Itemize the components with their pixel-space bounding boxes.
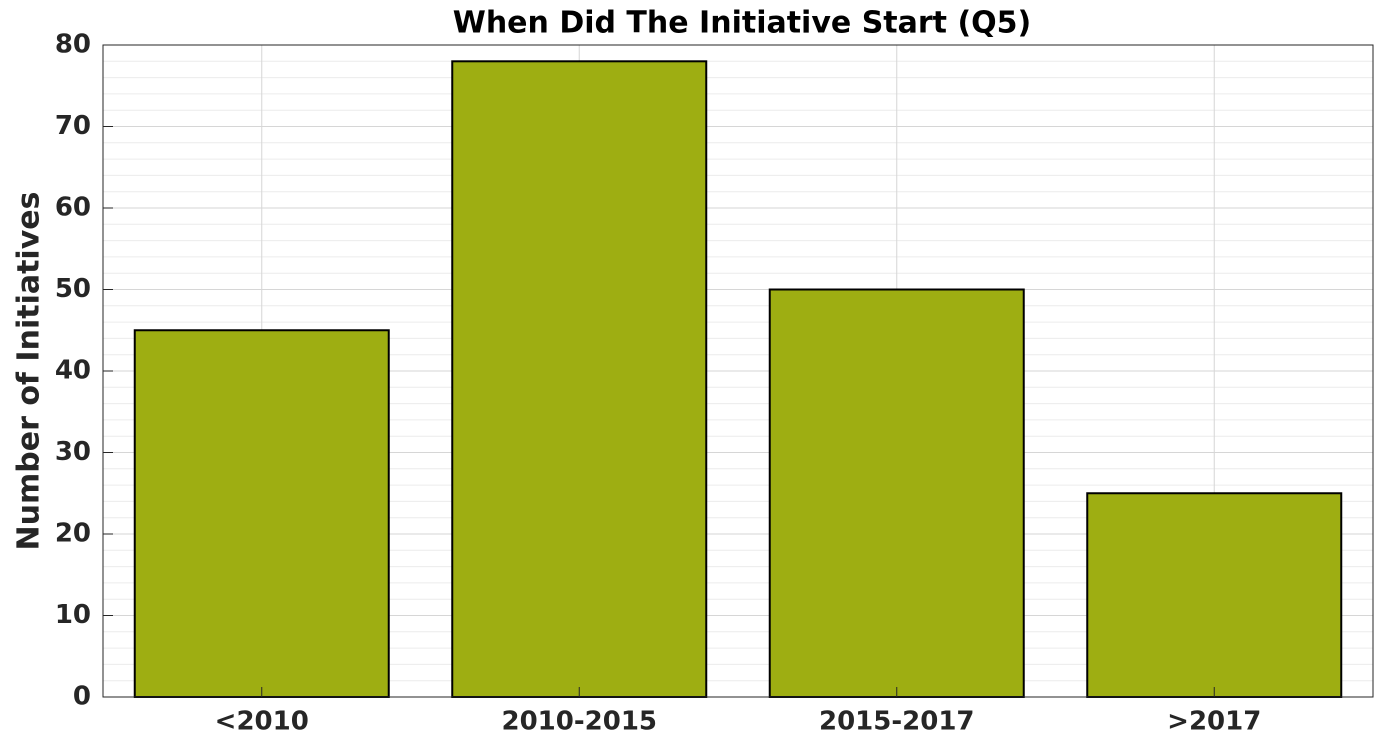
- y-tick-label: 80: [55, 30, 91, 60]
- x-tick-label: 2010-2015: [501, 707, 657, 737]
- bar: [1086, 492, 1343, 698]
- y-tick-label: 30: [55, 437, 91, 467]
- x-tick-label: >2017: [1167, 707, 1261, 737]
- axes-box: [102, 44, 1374, 698]
- y-tick-label: 20: [55, 519, 91, 549]
- bar: [451, 60, 708, 699]
- y-axis-label: Number of Initiatives: [12, 192, 47, 551]
- y-tick-label: 60: [55, 193, 91, 223]
- chart-title: When Did The Initiative Start (Q5): [453, 6, 1032, 41]
- bar: [133, 329, 390, 698]
- y-tick-label: 70: [55, 111, 91, 141]
- y-tick-label: 50: [55, 274, 91, 304]
- bar: [768, 288, 1025, 698]
- x-tick-label: <2010: [215, 707, 309, 737]
- y-tick-label: 40: [55, 356, 91, 386]
- y-tick-label: 0: [73, 682, 91, 712]
- x-tick-label: 2015-2017: [819, 707, 975, 737]
- y-tick-label: 10: [55, 600, 91, 630]
